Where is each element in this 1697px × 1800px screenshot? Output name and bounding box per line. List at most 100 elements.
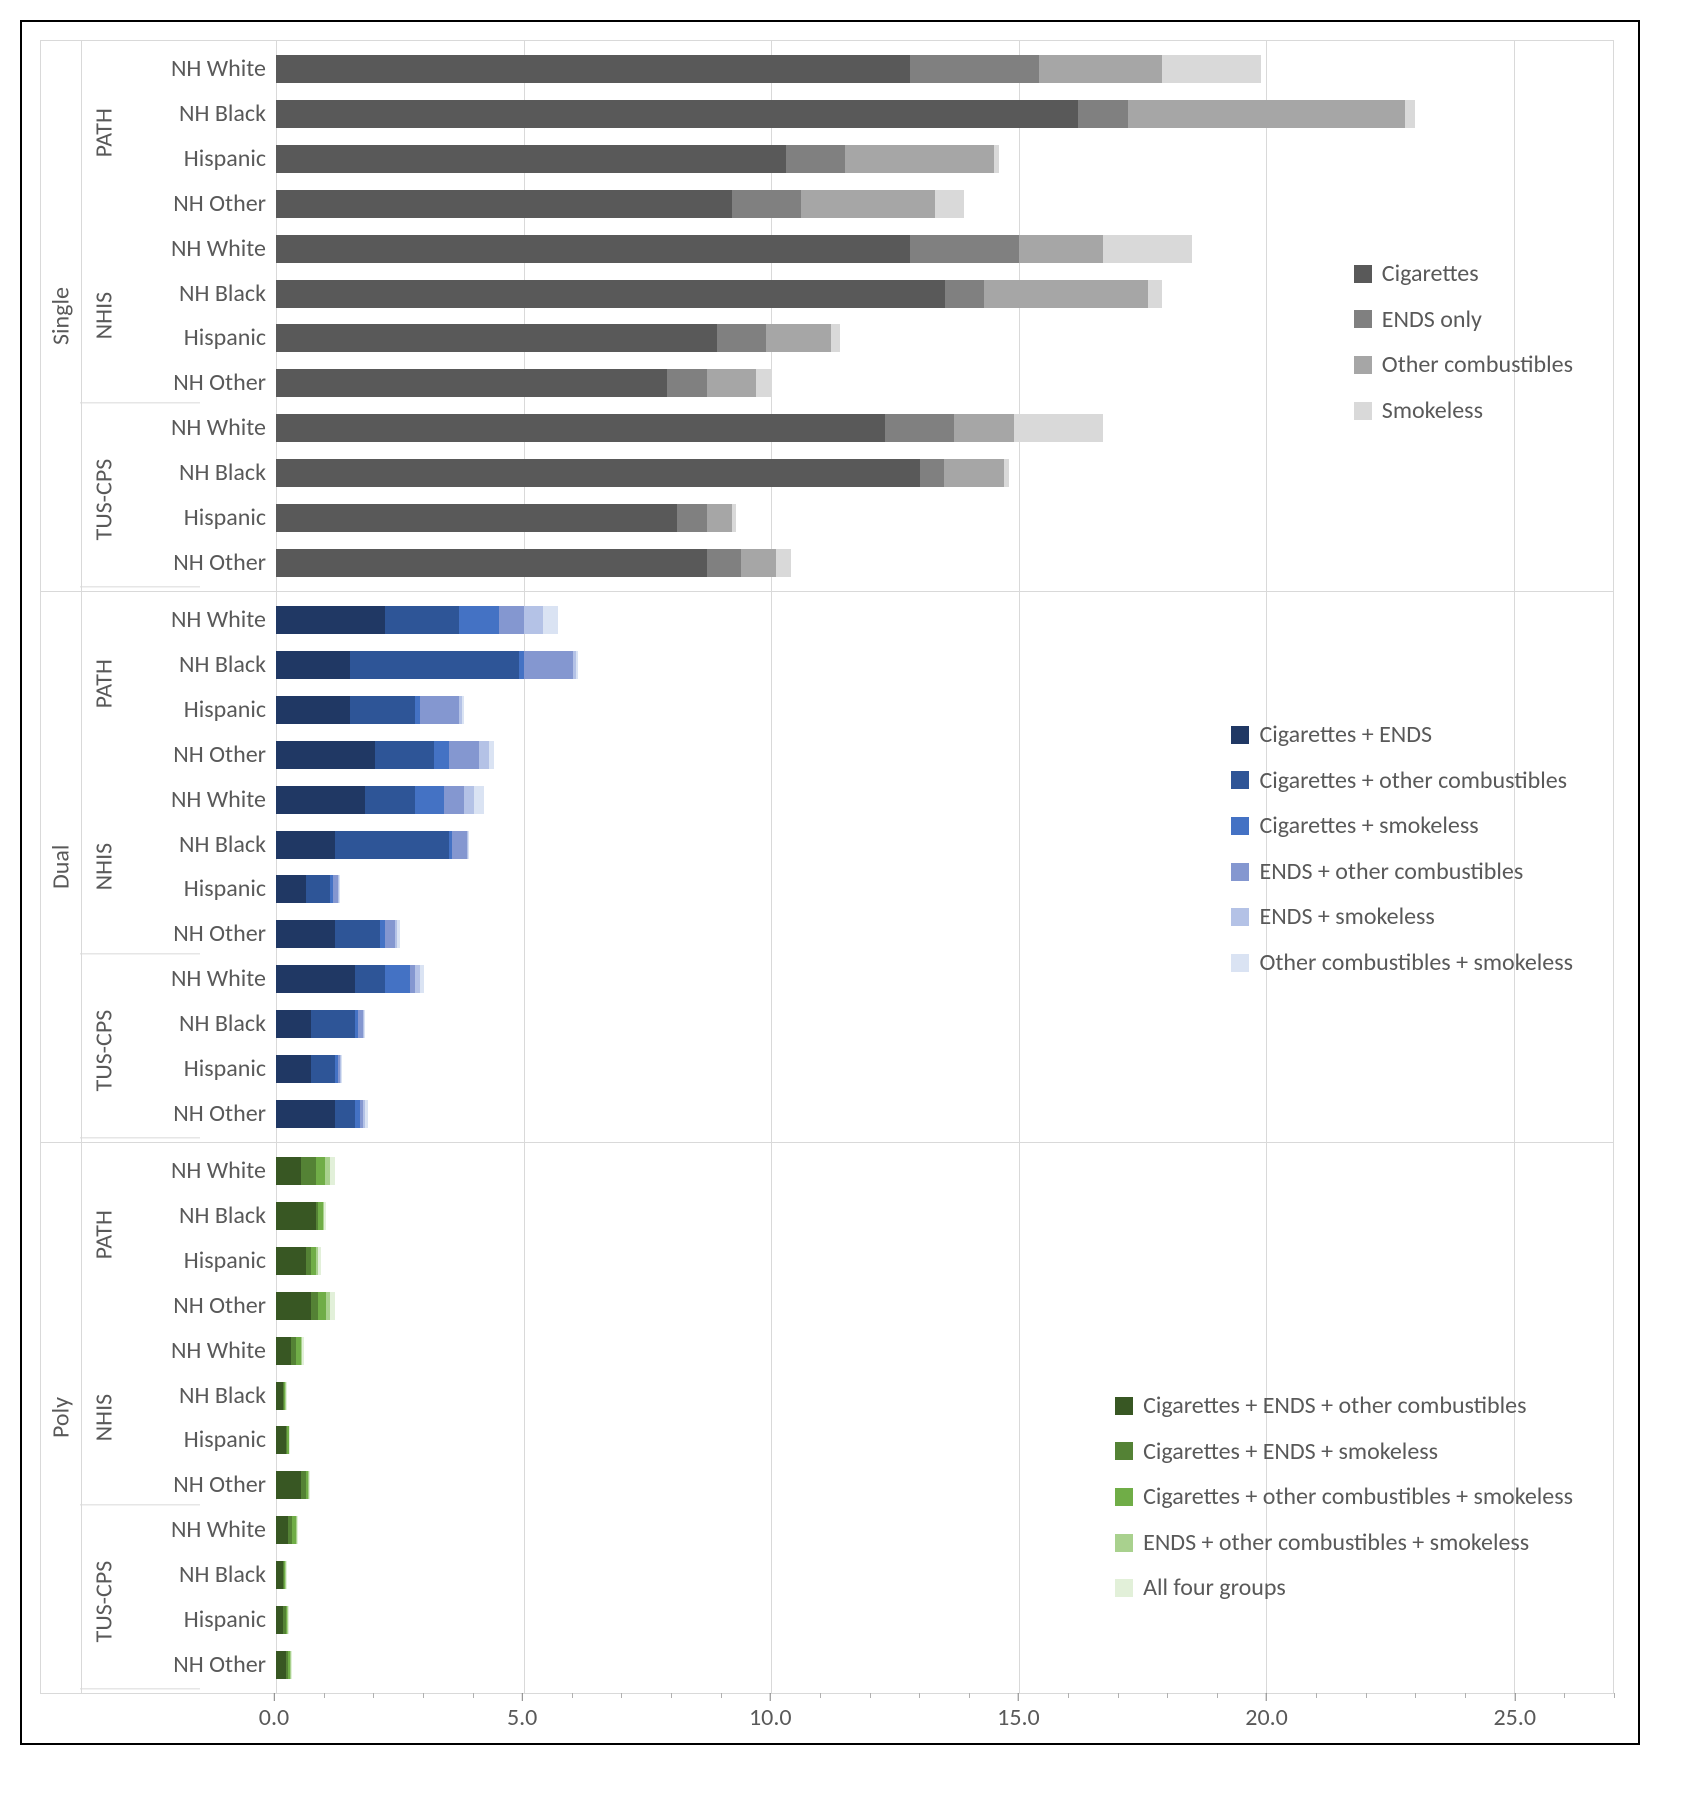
legend-text: ENDS + other combustibles + smokeless bbox=[1143, 1520, 1529, 1566]
axis-tick-label: 10.0 bbox=[749, 1703, 792, 1732]
bar-row bbox=[276, 184, 1613, 224]
survey-label: TUS-CPS bbox=[82, 408, 126, 591]
legend-item: ENDS + smokeless bbox=[1231, 894, 1573, 940]
axis-minor-tick bbox=[1167, 1693, 1168, 1698]
axis-tick: 10.0 bbox=[749, 1693, 792, 1732]
bar-segment bbox=[335, 831, 449, 859]
bar-row bbox=[276, 49, 1613, 89]
bar-segment bbox=[385, 965, 410, 993]
bar-segment bbox=[309, 1471, 310, 1499]
category-label: Hispanic bbox=[126, 1241, 276, 1281]
bar-segment bbox=[954, 414, 1013, 442]
bar-segment bbox=[302, 1337, 304, 1365]
legend-swatch bbox=[1115, 1488, 1133, 1506]
legend-text: Other combustibles + smokeless bbox=[1259, 940, 1573, 986]
axis-tick-label: 15.0 bbox=[997, 1703, 1040, 1732]
bar-segment bbox=[276, 1471, 301, 1499]
bar-segment bbox=[732, 504, 737, 532]
panel-poly: PolyPATHNHISTUS-CPSNH WhiteNH BlackHispa… bbox=[40, 1142, 1614, 1694]
bar-segment bbox=[766, 324, 830, 352]
survey-label: PATH bbox=[82, 1143, 126, 1326]
bar-segment bbox=[576, 651, 578, 679]
category-label: NH Other bbox=[126, 1286, 276, 1326]
bar-segment bbox=[276, 920, 335, 948]
bar-segment bbox=[1162, 55, 1261, 83]
bar-segment bbox=[1004, 459, 1009, 487]
axis-minor-tick bbox=[1316, 1693, 1317, 1698]
bar-segment bbox=[297, 1516, 298, 1544]
bar-segment bbox=[524, 606, 544, 634]
bar-segment bbox=[776, 549, 791, 577]
legend-swatch bbox=[1115, 1579, 1133, 1597]
bar-segment bbox=[276, 1202, 316, 1230]
bar-segment bbox=[1078, 100, 1128, 128]
legend-text: Other combustibles bbox=[1382, 342, 1573, 388]
bar-segment bbox=[1039, 55, 1163, 83]
axis-tick: 0.0 bbox=[259, 1693, 289, 1732]
survey-label: NHIS bbox=[82, 224, 126, 407]
category-label: NH Black bbox=[126, 1376, 276, 1416]
panel-single: SinglePATHNHISTUS-CPSNH WhiteNH BlackHis… bbox=[40, 40, 1614, 592]
category-label: NH Black bbox=[126, 1004, 276, 1044]
bar-segment bbox=[350, 696, 414, 724]
legend-text: Cigarettes + smokeless bbox=[1259, 803, 1478, 849]
bar-segment bbox=[707, 504, 732, 532]
axis-minor-tick bbox=[473, 1693, 474, 1698]
bar-segment bbox=[276, 235, 910, 263]
category-label: NH Black bbox=[126, 453, 276, 493]
axis-minor-tick bbox=[373, 1693, 374, 1698]
legend-text: Cigarettes + ENDS + smokeless bbox=[1143, 1429, 1438, 1475]
bar-segment bbox=[355, 965, 385, 993]
bar-segment bbox=[543, 606, 558, 634]
bar-segment bbox=[276, 1516, 288, 1544]
category-label: NH White bbox=[126, 49, 276, 89]
bar-segment bbox=[1103, 235, 1192, 263]
bar-segment bbox=[276, 324, 717, 352]
bar-segment bbox=[330, 1292, 335, 1320]
bar-segment bbox=[420, 965, 425, 993]
axis-minor-tick bbox=[324, 1693, 325, 1698]
legend-item: Smokeless bbox=[1354, 388, 1573, 434]
bar-segment bbox=[311, 1292, 318, 1320]
legend-text: ENDS + smokeless bbox=[1259, 894, 1434, 940]
bar-segment bbox=[786, 145, 845, 173]
category-label: NH White bbox=[126, 1510, 276, 1550]
category-label: NH Other bbox=[126, 543, 276, 583]
bar-segment bbox=[667, 369, 707, 397]
bar-segment bbox=[420, 696, 460, 724]
category-label: Hispanic bbox=[126, 869, 276, 909]
legend-item: Cigarettes + smokeless bbox=[1231, 803, 1573, 849]
legend: Cigarettes + ENDS + other combustiblesCi… bbox=[1115, 1383, 1573, 1611]
axis-tick-label: 25.0 bbox=[1493, 1703, 1536, 1732]
plot-area: Cigarettes + ENDSCigarettes + other comb… bbox=[276, 592, 1613, 1142]
bar-segment bbox=[276, 1157, 301, 1185]
bar-segment bbox=[276, 1292, 311, 1320]
bar-segment bbox=[276, 414, 885, 442]
legend-item: Cigarettes + ENDS bbox=[1231, 712, 1573, 758]
bar-segment bbox=[920, 459, 945, 487]
legend-swatch bbox=[1231, 908, 1249, 926]
bar-segment bbox=[276, 190, 732, 218]
bar-row bbox=[276, 1286, 1613, 1326]
bar-segment bbox=[276, 1100, 335, 1128]
bar-segment bbox=[330, 1157, 335, 1185]
bar-row bbox=[276, 139, 1613, 179]
category-label: NH Black bbox=[126, 1555, 276, 1595]
bar-row bbox=[276, 94, 1613, 134]
bar-segment bbox=[276, 786, 365, 814]
bar-segment bbox=[324, 1202, 326, 1230]
axis-minor-tick bbox=[1068, 1693, 1069, 1698]
bar-segment bbox=[452, 831, 467, 859]
bar-segment bbox=[524, 651, 574, 679]
legend-text: Cigarettes + ENDS bbox=[1259, 712, 1432, 758]
legend-swatch bbox=[1115, 1442, 1133, 1460]
category-label: NH Black bbox=[126, 94, 276, 134]
legend: Cigarettes + ENDSCigarettes + other comb… bbox=[1231, 712, 1573, 986]
category-label: NH Other bbox=[126, 184, 276, 224]
bar-segment bbox=[397, 920, 399, 948]
bar-segment bbox=[276, 875, 306, 903]
bar-segment bbox=[306, 875, 331, 903]
axis-minor-tick bbox=[1415, 1693, 1416, 1698]
bar-segment bbox=[276, 1337, 291, 1365]
category-label: NH Other bbox=[126, 1094, 276, 1134]
